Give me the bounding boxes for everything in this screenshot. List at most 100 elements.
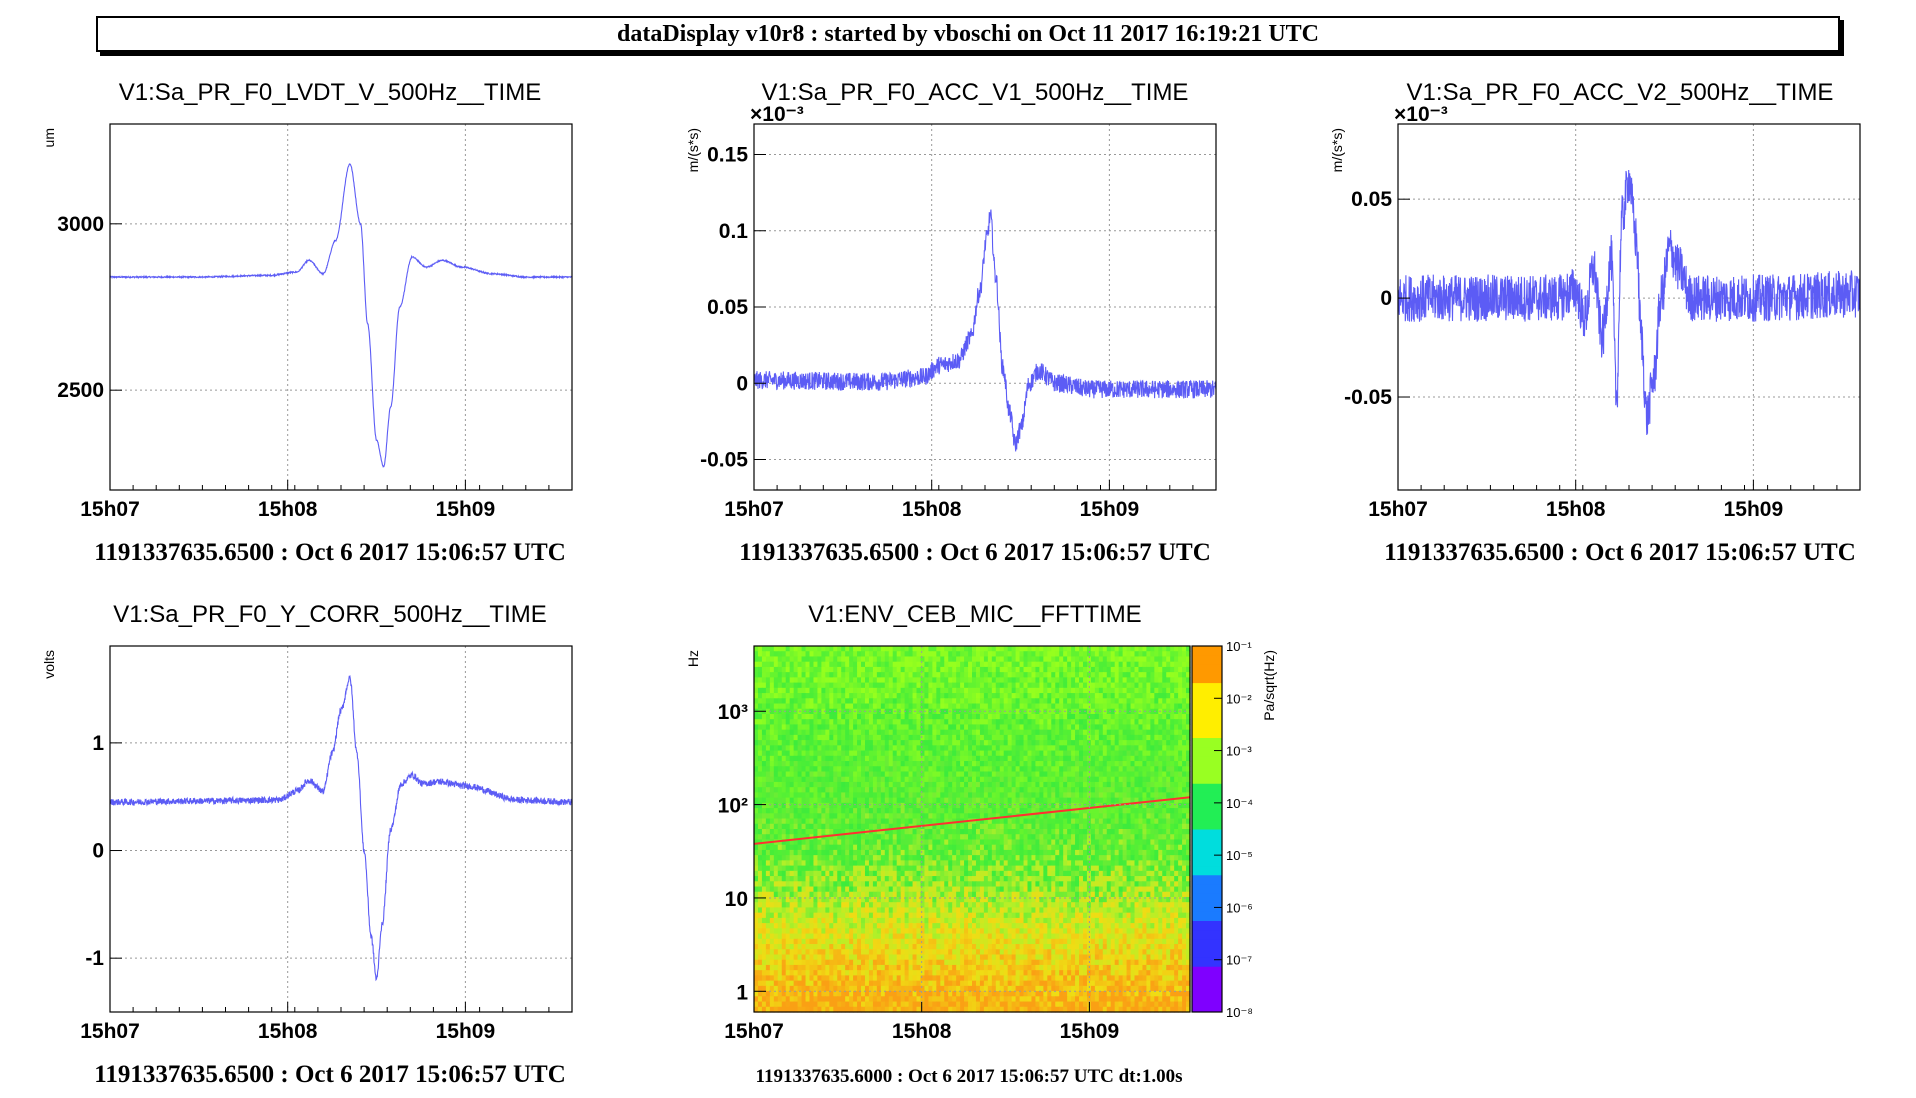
- x-tick-label: 15h09: [1080, 498, 1140, 521]
- plot-title: V1:Sa_PR_F0_ACC_V1_500Hz__TIME: [762, 79, 1189, 106]
- colorbar-band: [1192, 856, 1222, 867]
- plot-panel-lvdt: V1:Sa_PR_F0_LVDT_V_500Hz__TIME 15h07 15h08…: [41, 79, 573, 566]
- data-trace: [1397, 169, 1861, 436]
- y-tick-label: 2500: [57, 379, 104, 402]
- colorbar-band: [1192, 883, 1222, 894]
- timestamp-label: 1191337635.6500 : Oct 6 2017 15:06:57 UT…: [94, 539, 566, 566]
- y-tick-label: 1: [736, 981, 748, 1004]
- colorbar: 10⁻⁸ 10⁻⁷ 10⁻⁶ 10⁻⁵ 10⁻⁴ 10⁻³ 10⁻² 10⁻¹ Pa/sqrt(…: [1191, 639, 1277, 1020]
- y-tick-label: -1: [85, 947, 104, 970]
- x-tick-label: 15h08: [258, 1020, 318, 1043]
- plot-area: [110, 124, 572, 490]
- colorbar-band: [1192, 810, 1222, 821]
- y-exponent-label: ×10⁻³: [1394, 103, 1448, 126]
- y-tick-label: -0.05: [700, 449, 748, 472]
- colorbar-band: [1192, 664, 1222, 674]
- data-trace: [753, 209, 1217, 452]
- colorbar-band: [1192, 847, 1222, 857]
- colorbar-band: [1192, 838, 1222, 848]
- colorbar-band: [1192, 792, 1222, 803]
- colorbar-band: [1192, 874, 1222, 885]
- colorbar-band: [1192, 984, 1222, 995]
- plot-panel-acc-v1: V1:Sa_PR_F0_ACC_V1_500Hz__TIME 15h07 15h08…: [685, 79, 1217, 566]
- y-axis-label: um: [41, 128, 57, 147]
- x-tick-label: 15h09: [1060, 1020, 1120, 1043]
- x-tick-label: 15h08: [258, 498, 318, 521]
- colorbar-band: [1192, 902, 1222, 912]
- y-tick-label: 0: [1380, 287, 1392, 310]
- y-tick-label: 0.15: [707, 144, 748, 167]
- spectral-line: [753, 796, 1191, 845]
- timestamp-label: 1191337635.6500 : Oct 6 2017 15:06:57 UT…: [1384, 539, 1856, 566]
- colorbar-tick-label: 10⁻⁵: [1226, 848, 1253, 863]
- colorbar-band: [1192, 646, 1222, 656]
- y-tick-label: 0.05: [707, 296, 748, 319]
- colorbar-tick-label: 10⁻²: [1226, 691, 1252, 706]
- colorbar-band: [1192, 755, 1222, 766]
- colorbar-band: [1192, 938, 1222, 949]
- y-tick-label: 0.05: [1351, 188, 1392, 211]
- colorbar-label: Pa/sqrt(Hz): [1261, 650, 1277, 721]
- colorbar-band: [1192, 737, 1222, 748]
- y-tick-label: 1: [92, 732, 104, 755]
- plot-title: V1:Sa_PR_F0_Y_CORR_500Hz__TIME: [113, 601, 547, 628]
- y-axis-label: m/(s*s): [1329, 128, 1345, 172]
- colorbar-band: [1192, 655, 1222, 665]
- data-trace: [109, 674, 573, 982]
- x-tick-label: 15h09: [436, 1020, 496, 1043]
- colorbar-tick-label: 10⁻¹: [1226, 639, 1252, 654]
- plot-title: V1:Sa_PR_F0_LVDT_V_500Hz__TIME: [119, 79, 541, 106]
- x-tick-label: 15h08: [902, 498, 962, 521]
- y-tick-label: 0.1: [719, 220, 749, 243]
- x-tick-label: 15h08: [1546, 498, 1606, 521]
- y-tick-label: 10³: [718, 701, 748, 724]
- y-tick-label: 0: [92, 840, 104, 863]
- colorbar-band: [1192, 746, 1222, 757]
- colorbar-band: [1192, 929, 1222, 940]
- colorbar-band: [1192, 673, 1222, 684]
- x-tick-label: 15h09: [1724, 498, 1784, 521]
- colorbar-band: [1192, 1002, 1222, 1013]
- timestamp-label: 1191337635.6000 : Oct 6 2017 15:06:57 UT…: [756, 1066, 1183, 1087]
- colorbar-band: [1192, 975, 1222, 986]
- x-tick-label: 15h08: [892, 1020, 952, 1043]
- colorbar-band: [1192, 682, 1222, 693]
- colorbar-band: [1192, 719, 1222, 729]
- x-tick-label: 15h09: [436, 498, 496, 521]
- plot-panel-acc-v2: V1:Sa_PR_F0_ACC_V2_500Hz__TIME 15h07 15h08…: [1329, 79, 1861, 566]
- y-axis-label: m/(s*s): [685, 128, 701, 172]
- colorbar-band: [1192, 966, 1222, 976]
- colorbar-band: [1192, 947, 1222, 958]
- colorbar-tick-label: 10⁻⁶: [1226, 900, 1253, 915]
- colorbar-band: [1192, 819, 1222, 830]
- colorbar-tick-label: 10⁻⁷: [1226, 953, 1252, 968]
- x-tick-label: 15h07: [724, 1020, 784, 1043]
- x-tick-label: 15h07: [80, 498, 140, 521]
- data-trace: [109, 163, 572, 468]
- colorbar-band: [1192, 911, 1222, 921]
- timestamp-label: 1191337635.6500 : Oct 6 2017 15:06:57 UT…: [739, 539, 1211, 566]
- x-tick-label: 15h07: [80, 1020, 140, 1043]
- colorbar-frame: [1191, 645, 1223, 1013]
- y-tick-label: 0: [736, 372, 748, 395]
- y-tick-label: 10: [725, 888, 748, 911]
- y-exponent-label: ×10⁻³: [750, 103, 804, 126]
- y-tick-label: 10²: [718, 795, 748, 818]
- timestamp-label: 1191337635.6500 : Oct 6 2017 15:06:57 UT…: [94, 1061, 566, 1088]
- plot-title: V1:Sa_PR_F0_ACC_V2_500Hz__TIME: [1407, 79, 1834, 106]
- colorbar-tick-label: 10⁻⁸: [1226, 1005, 1253, 1020]
- plot-title: V1:ENV_CEB_MIC__FFTTIME: [808, 601, 1141, 628]
- y-axis-label: Hz: [685, 650, 701, 667]
- colorbar-band: [1192, 801, 1222, 812]
- colorbar-band: [1192, 764, 1222, 775]
- plot-area: [110, 646, 572, 1012]
- colorbar-band: [1192, 700, 1222, 711]
- colorbar-band: [1192, 893, 1222, 903]
- colorbar-band: [1192, 865, 1222, 876]
- colorbar-band: [1192, 691, 1222, 702]
- colorbar-tick-label: 10⁻⁴: [1226, 796, 1253, 811]
- heatmap-cells: [754, 646, 1191, 1013]
